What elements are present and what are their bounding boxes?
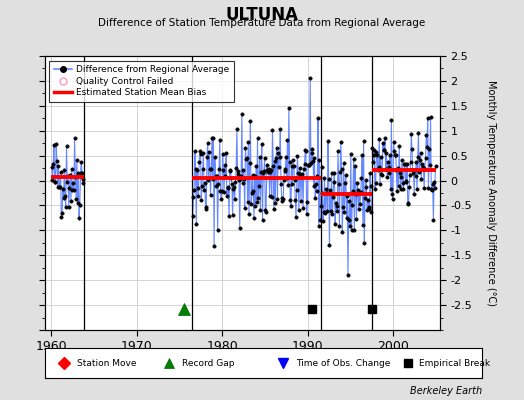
Text: Empirical Break: Empirical Break [419, 358, 490, 368]
Text: Berkeley Earth: Berkeley Earth [410, 386, 482, 396]
Text: Difference of Station Temperature Data from Regional Average: Difference of Station Temperature Data f… [99, 18, 425, 28]
Text: Time of Obs. Change: Time of Obs. Change [296, 358, 390, 368]
Text: Station Move: Station Move [78, 358, 137, 368]
Text: ULTUNA: ULTUNA [225, 6, 299, 24]
Text: Record Gap: Record Gap [182, 358, 235, 368]
Legend: Difference from Regional Average, Quality Control Failed, Estimated Station Mean: Difference from Regional Average, Qualit… [49, 60, 234, 102]
Y-axis label: Monthly Temperature Anomaly Difference (°C): Monthly Temperature Anomaly Difference (… [486, 80, 496, 306]
